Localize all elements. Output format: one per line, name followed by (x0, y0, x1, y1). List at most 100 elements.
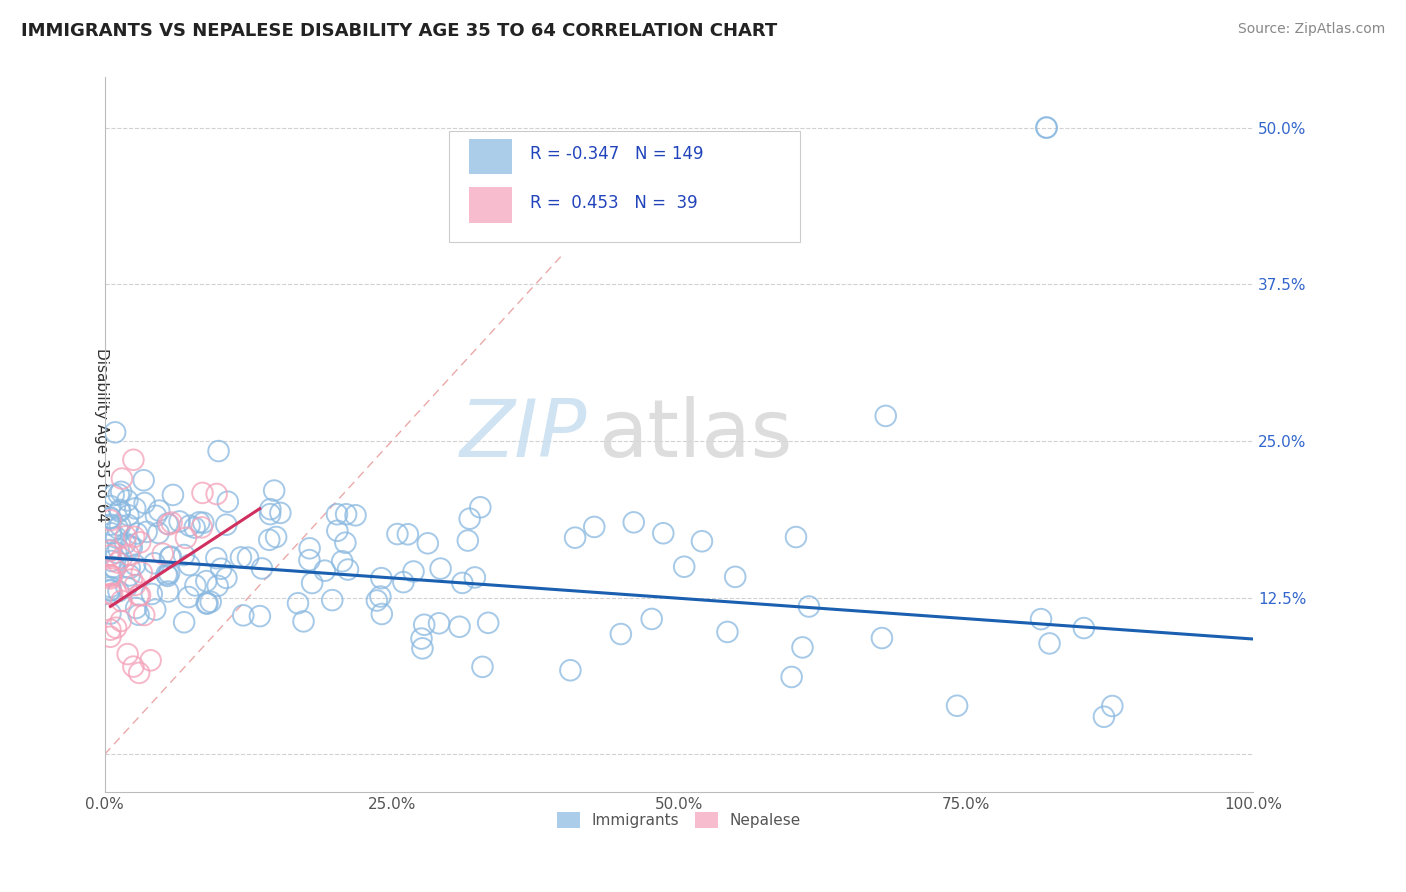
Point (471, 660, 494, 674)
Bar (468, 138, 512, 174)
Point (336, 562, 359, 576)
Point (314, 564, 336, 578)
Point (107, 556, 129, 570)
Point (259, 533, 281, 547)
Point (229, 550, 252, 565)
Point (110, 484, 132, 499)
Point (124, 558, 146, 572)
Point (335, 535, 357, 549)
Point (458, 511, 481, 525)
Point (370, 590, 392, 604)
Point (125, 601, 148, 615)
Point (124, 501, 146, 516)
Point (107, 521, 129, 535)
Point (100, 554, 122, 568)
Point (287, 596, 309, 610)
Point (236, 550, 259, 565)
Point (105, 546, 128, 560)
Point (129, 535, 152, 549)
Point (259, 507, 281, 521)
Point (191, 486, 214, 500)
Point (157, 517, 180, 532)
Point (100, 607, 122, 621)
Point (101, 587, 124, 601)
Point (1038, 636, 1060, 650)
Point (118, 561, 141, 575)
Point (875, 409, 897, 423)
Point (470, 500, 492, 515)
Point (716, 624, 738, 639)
Point (673, 559, 696, 574)
Point (195, 597, 218, 611)
Point (100, 582, 122, 597)
Point (250, 561, 273, 575)
Point (370, 571, 392, 585)
Point (870, 631, 893, 645)
Point (292, 615, 315, 629)
Text: ZIP: ZIP (460, 396, 588, 474)
Point (427, 616, 450, 631)
Point (1092, 710, 1115, 724)
Point (780, 670, 803, 684)
Text: IMMIGRANTS VS NEPALESE DISABILITY AGE 35 TO 64 CORRELATION CHART: IMMIGRANTS VS NEPALESE DISABILITY AGE 35… (21, 22, 778, 40)
Point (110, 551, 132, 566)
Point (263, 483, 285, 498)
Point (429, 561, 451, 575)
Bar (468, 187, 512, 223)
Point (107, 487, 129, 501)
Point (402, 565, 425, 579)
Point (652, 526, 675, 541)
Point (100, 568, 122, 582)
Text: Source: ZipAtlas.com: Source: ZipAtlas.com (1237, 22, 1385, 37)
Point (232, 608, 254, 623)
Point (344, 508, 367, 523)
Point (100, 568, 122, 582)
Point (946, 698, 969, 713)
Point (100, 623, 122, 637)
Point (156, 569, 179, 583)
Point (366, 593, 388, 607)
Point (100, 583, 122, 598)
Point (124, 578, 146, 592)
Point (1035, 120, 1057, 135)
Point (159, 550, 181, 565)
Point (1029, 612, 1052, 626)
Point (110, 594, 132, 608)
Point (641, 612, 664, 626)
Point (157, 566, 180, 581)
Point (105, 531, 128, 545)
Point (122, 530, 145, 544)
Point (160, 549, 183, 564)
Point (108, 518, 131, 533)
Point (100, 580, 122, 594)
Point (128, 589, 150, 603)
Point (100, 549, 122, 563)
Point (135, 524, 157, 539)
Point (564, 531, 586, 545)
Point (141, 587, 163, 601)
Point (100, 510, 122, 524)
Point (108, 504, 131, 518)
Point (264, 530, 287, 544)
Point (114, 529, 136, 543)
Point (1073, 621, 1095, 635)
Point (387, 527, 409, 541)
Point (118, 568, 141, 582)
Point (413, 617, 436, 632)
Point (179, 558, 201, 572)
Point (797, 599, 820, 614)
Point (100, 569, 122, 583)
Point (108, 503, 131, 517)
Text: R =  0.453   N =  39: R = 0.453 N = 39 (530, 194, 697, 211)
Point (560, 663, 582, 677)
Point (104, 561, 127, 575)
Point (100, 543, 122, 558)
Point (177, 590, 200, 604)
Point (205, 487, 228, 501)
Point (120, 539, 142, 553)
Point (103, 488, 125, 502)
Point (451, 575, 474, 590)
Point (134, 496, 156, 510)
Legend: Immigrants, Nepalese: Immigrants, Nepalese (551, 806, 807, 834)
Point (623, 516, 645, 530)
